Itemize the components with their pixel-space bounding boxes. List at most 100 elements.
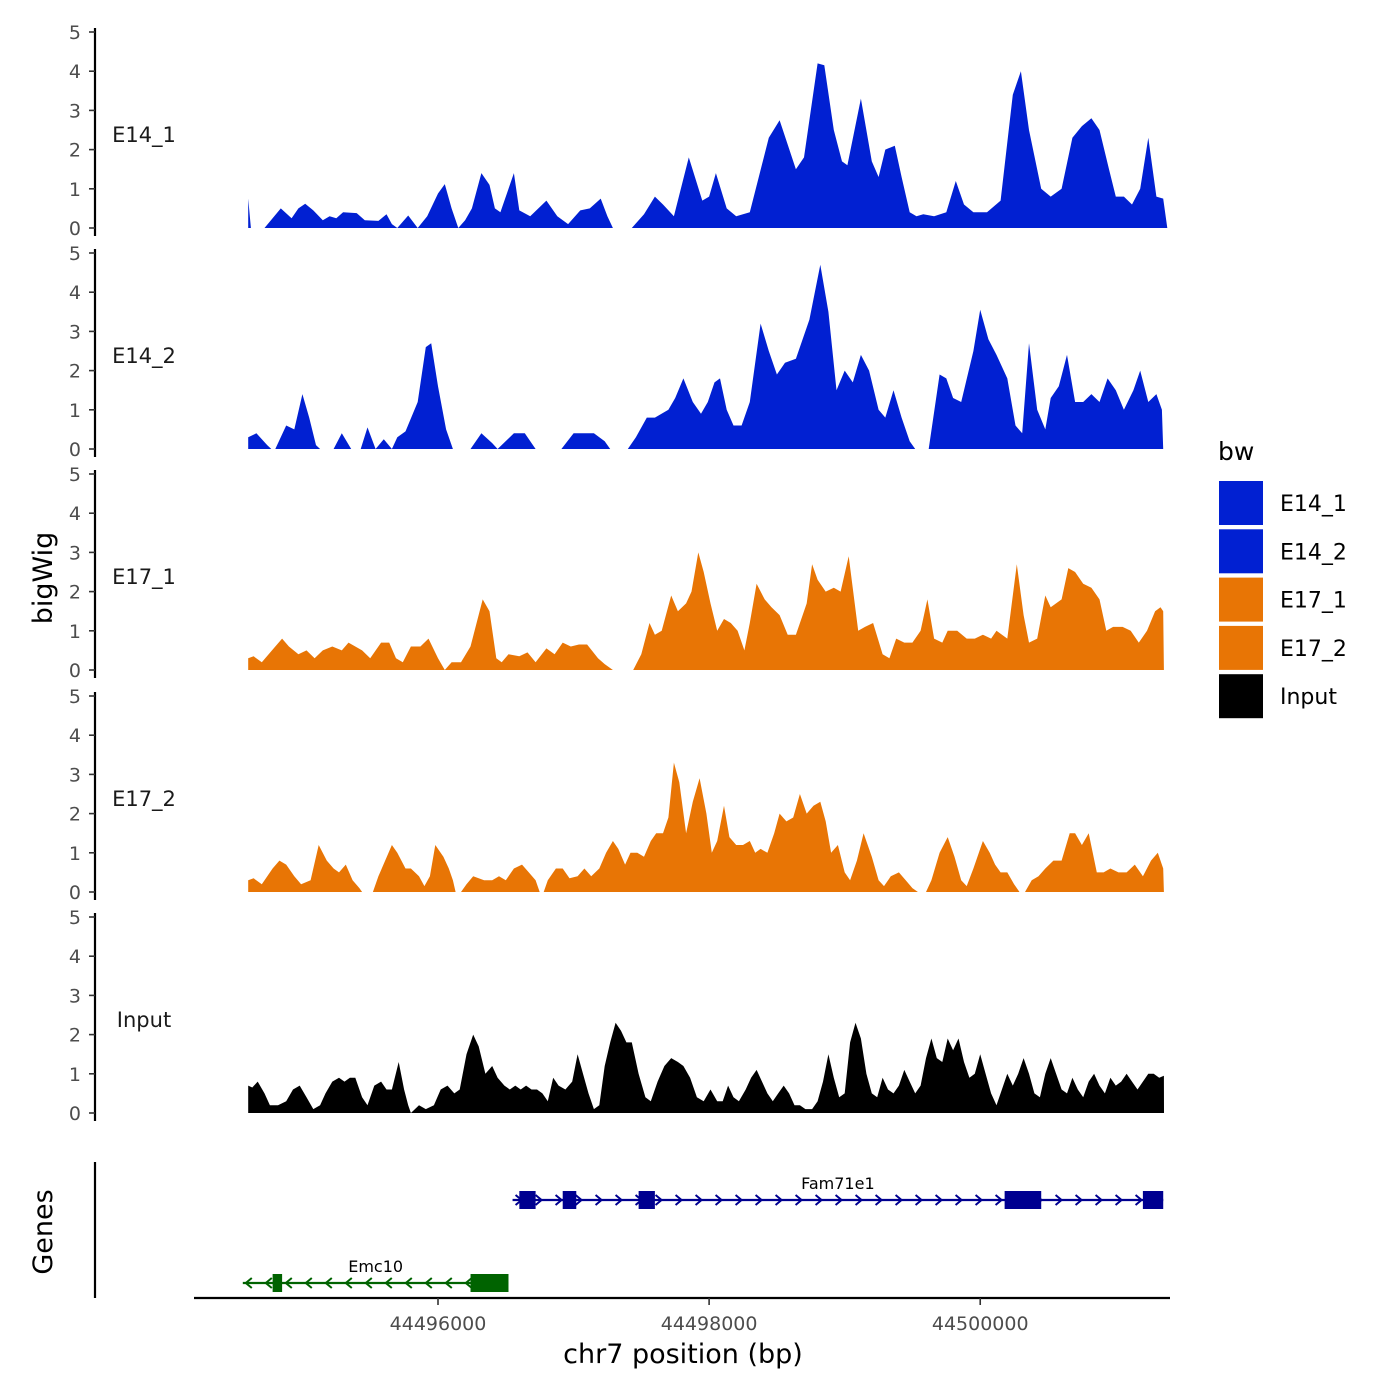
strand-arrow [714, 1194, 724, 1206]
area-e14-2 [248, 264, 1164, 449]
y-tick-label: 0 [69, 439, 81, 461]
strand-arrow [1054, 1194, 1064, 1206]
exon [1142, 1191, 1164, 1209]
legend-swatch [1217, 527, 1265, 576]
strand-arrow [774, 1194, 784, 1206]
track-input: 0 1 2 3 4 5 Input [69, 907, 1164, 1125]
y-tick-label: 2 [69, 1025, 81, 1047]
y-tick-label: 2 [69, 140, 81, 162]
strand-arrow [834, 1194, 844, 1206]
strand-arrow [1074, 1194, 1084, 1206]
y-tick-label: 1 [69, 1064, 81, 1086]
y-tick-label: 0 [69, 1103, 81, 1125]
exon [470, 1274, 509, 1292]
strand-arrow [1094, 1194, 1104, 1206]
x-tick-label: 44500000 [932, 1313, 1029, 1335]
genes-axis-title: Genes [28, 1189, 59, 1274]
exon [519, 1191, 536, 1209]
strand-arrow [814, 1194, 824, 1206]
legend: E14_1 E14_2 E17_1 E17_2 Input [1217, 479, 1347, 721]
exon [638, 1191, 655, 1209]
y-tick-label: 4 [69, 282, 81, 304]
strand-arrow [554, 1194, 564, 1206]
strand-arrow [734, 1194, 744, 1206]
strand-arrow [674, 1194, 684, 1206]
exon [562, 1191, 577, 1209]
x-axis-title: chr7 position (bp) [563, 1339, 803, 1370]
y-tick-label: 2 [69, 804, 81, 826]
y-tick-label: 3 [69, 764, 81, 786]
strand-arrow [594, 1194, 604, 1206]
exon [272, 1274, 283, 1292]
y-tick-label: 0 [69, 218, 81, 240]
gene-label: Emc10 [348, 1257, 403, 1276]
legend-label: E17_2 [1280, 637, 1347, 662]
strand-arrow [994, 1194, 1004, 1206]
y-tick-label: 1 [69, 400, 81, 422]
legend-swatch [1217, 672, 1265, 721]
track-e14-1: 0 1 2 3 4 5 E14_1 [69, 22, 1168, 240]
y-tick-label: 5 [69, 22, 81, 44]
strand-arrow [324, 1277, 333, 1289]
x-tick-label: 44496000 [390, 1313, 487, 1335]
strand-arrow [654, 1194, 664, 1206]
area-input [248, 1022, 1164, 1113]
strand-arrow [934, 1194, 944, 1206]
gene-track: Fam71e1 Emc10 [93, 1162, 1164, 1298]
strand-arrow [384, 1277, 393, 1289]
strand-arrow [894, 1194, 904, 1206]
strand-arrow [534, 1194, 544, 1206]
y-tick-label: 4 [69, 503, 81, 525]
y-tick-label: 1 [69, 621, 81, 643]
gene-emc10: Emc10 [242, 1257, 509, 1292]
strand-arrow [404, 1277, 413, 1289]
y-axis-title: bigWig [28, 532, 59, 625]
strand-arrow [1114, 1194, 1124, 1206]
area-e14-1 [248, 63, 1168, 229]
track-label-e17-1: E17_1 [112, 565, 176, 590]
strand-arrow [854, 1194, 864, 1206]
signal-tracks: 0 1 2 3 4 5 E14_1 0 1 2 3 4 5 E14_2 0 1 2 3 4 5 E17_1 0 1 2 3 4 5 E… [69, 22, 1168, 1125]
strand-arrow [244, 1277, 253, 1289]
area-e17-2 [248, 762, 1164, 892]
y-tick-label: 4 [69, 725, 81, 747]
strand-arrow [874, 1194, 884, 1206]
y-tick-label: 4 [69, 946, 81, 968]
legend-label: E14_1 [1280, 492, 1347, 517]
legend-label: Input [1280, 685, 1337, 710]
legend-label: E14_2 [1280, 540, 1347, 565]
y-tick-label: 2 [69, 582, 81, 604]
x-axis: 44496000 44498000 44500000 [194, 1296, 1170, 1335]
y-tick-label: 3 [69, 985, 81, 1007]
y-tick-label: 1 [69, 179, 81, 201]
track-label-e14-1: E14_1 [112, 123, 176, 148]
y-tick-label: 0 [69, 882, 81, 904]
strand-arrow [694, 1194, 704, 1206]
strand-arrow [974, 1194, 984, 1206]
legend-item-e17-2: E17_2 [1217, 623, 1347, 672]
strand-arrow [264, 1277, 273, 1289]
strand-arrow [1134, 1194, 1144, 1206]
strand-arrow [614, 1194, 624, 1206]
track-e14-2: 0 1 2 3 4 5 E14_2 [69, 243, 1164, 461]
legend-item-e14-2: E14_2 [1217, 527, 1347, 576]
legend-item-e17-1: E17_1 [1217, 575, 1347, 624]
legend-swatch [1217, 623, 1265, 672]
y-tick-label: 1 [69, 843, 81, 865]
legend-title: bw [1218, 437, 1254, 466]
strand-arrow [574, 1194, 584, 1206]
legend-label: E17_1 [1280, 589, 1347, 614]
track-label-e17-2: E17_2 [112, 787, 176, 812]
y-tick-label: 5 [69, 243, 81, 265]
track-e17-2: 0 1 2 3 4 5 E17_2 [69, 686, 1164, 904]
strand-arrow [914, 1194, 924, 1206]
legend-item-e14-1: E14_1 [1217, 479, 1347, 527]
y-tick-label: 5 [69, 686, 81, 708]
y-tick-label: 0 [69, 660, 81, 682]
track-e17-1: 0 1 2 3 4 5 E17_1 [69, 464, 1164, 682]
y-tick-label: 3 [69, 321, 81, 343]
strand-arrow [794, 1194, 804, 1206]
strand-arrow [424, 1277, 433, 1289]
strand-arrow [444, 1277, 453, 1289]
